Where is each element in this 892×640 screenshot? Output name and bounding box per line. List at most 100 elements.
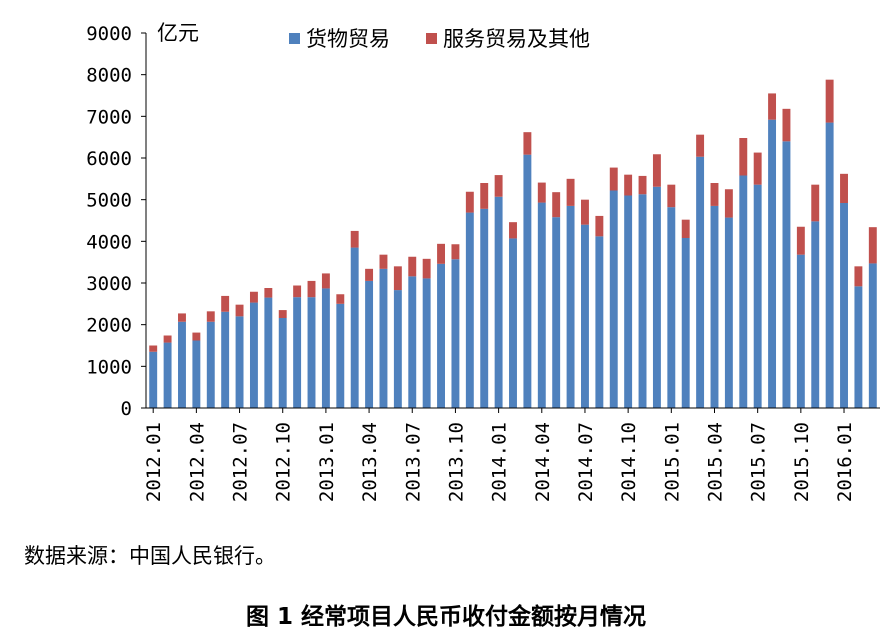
y-tick-label-0: 0 [121, 398, 132, 420]
bar-goods-2012.09 [264, 297, 273, 408]
bar-goods-2012.10 [278, 318, 287, 408]
bar-services-2014.04 [537, 182, 546, 203]
bar-services-2012.06 [221, 295, 230, 312]
bar-goods-2015.08 [768, 119, 777, 409]
bar-services-2014.05 [552, 192, 561, 218]
bar-goods-2014.11 [638, 194, 647, 408]
bar-goods-2014.07 [581, 224, 589, 408]
bar-goods-2014.01 [494, 196, 503, 408]
y-tick-label-1000: 1000 [86, 356, 132, 378]
bar-goods-2013.01 [321, 288, 330, 408]
bar-services-2013.02 [336, 294, 345, 304]
chart: 0 1000 2000 3000 4000 5000 6000 7000 8000 9000 亿元 2… [86, 21, 880, 502]
bar-goods-2012.07 [235, 316, 244, 408]
bar-services-2015.03 [696, 134, 705, 157]
bar-services-2012.08 [249, 291, 258, 303]
bar-services-2014.10 [624, 174, 633, 196]
y-axis-unit: 亿元 [157, 21, 199, 45]
x-tick-label-2012.07: 2012.07 [230, 422, 252, 502]
bar-services-2015.08 [768, 93, 777, 120]
x-tick-label-2014.10: 2014.10 [618, 422, 640, 502]
bar-services-2013.06 [393, 266, 402, 291]
x-tick-label-2014.01: 2014.01 [489, 422, 511, 502]
bar-services-2013.08 [422, 258, 431, 279]
x-tick-label-2013.10: 2013.10 [445, 422, 467, 502]
y-tick-label-6000: 6000 [86, 148, 132, 170]
bar-services-2013.11 [465, 191, 474, 213]
bar-services-2014.12 [652, 154, 661, 187]
bar-goods-2014.10 [624, 195, 633, 408]
bar-goods-2012.02 [163, 342, 172, 408]
bar-goods-2012.08 [249, 302, 258, 408]
bar-goods-2015.05 [724, 217, 733, 408]
bar-goods-2015.11 [811, 221, 820, 408]
x-tick-label-2012.04: 2012.04 [186, 422, 208, 502]
legend: 货物贸易 服务贸易及其他 [289, 27, 590, 51]
bar-services-2012.12 [307, 280, 316, 298]
bar-goods-2013.06 [393, 290, 402, 408]
bar-services-2013.10 [451, 244, 460, 260]
bar-goods-2013.07 [408, 276, 417, 408]
bar-services-2012.02 [163, 335, 172, 343]
bar-services-2012.11 [293, 285, 302, 298]
y-tick-label-4000: 4000 [86, 231, 132, 253]
x-tick-label-2015.10: 2015.10 [791, 422, 813, 502]
bar-goods-2015.03 [696, 156, 705, 408]
x-tick-label-2013.07: 2013.07 [402, 422, 424, 502]
source-note: 数据来源：中国人民银行。 [24, 544, 276, 568]
bar-services-2012.07 [235, 304, 244, 317]
bar-services-2015.12 [825, 79, 834, 123]
bar-goods-2015.02 [681, 238, 690, 408]
axes-layer: 0 1000 2000 3000 4000 5000 6000 7000 8000 9000 亿元 2… [86, 21, 880, 502]
bar-goods-2013.05 [379, 268, 388, 408]
bar-goods-2013.12 [480, 208, 489, 408]
y-tick-label-3000: 3000 [86, 273, 132, 295]
bar-goods-2013.11 [465, 212, 474, 408]
bar-goods-2014.03 [523, 154, 532, 408]
bar-services-2013.03 [350, 230, 359, 248]
bar-services-2012.01 [149, 345, 158, 352]
bar-services-2012.03 [178, 313, 186, 322]
bar-goods-2014.05 [552, 217, 561, 408]
bar-goods-2012.05 [206, 321, 215, 408]
x-tick-label-2012.10: 2012.10 [273, 422, 295, 502]
x-tick-label-2015.04: 2015.04 [704, 422, 726, 502]
bar-services-2015.06 [739, 138, 748, 176]
bar-services-2014.01 [494, 175, 503, 197]
bar-goods-2016.01 [840, 203, 848, 408]
legend-item-goods-swatch [289, 33, 300, 44]
bar-services-2012.04 [192, 332, 201, 341]
bar-goods-2015.12 [825, 122, 834, 408]
bar-services-2014.07 [581, 199, 589, 225]
bar-services-2015.09 [782, 108, 791, 142]
x-tick-label-2014.04: 2014.04 [532, 422, 554, 502]
bar-services-2014.06 [566, 178, 575, 206]
bar-goods-2014.06 [566, 205, 575, 408]
bar-goods-2012.12 [307, 297, 316, 408]
x-tick-label-2013.01: 2013.01 [316, 422, 338, 502]
legend-item-goods-label: 货物贸易 [306, 27, 390, 51]
bar-goods-2016.03 [868, 263, 877, 408]
bar-services-2014.11 [638, 175, 647, 195]
y-tick-label-2000: 2000 [86, 315, 132, 337]
x-tick-label-2015.01: 2015.01 [661, 422, 683, 502]
bar-services-2015.04 [710, 183, 719, 206]
bar-services-2013.12 [480, 183, 489, 209]
bar-goods-2012.04 [192, 340, 201, 408]
bar-services-2015.01 [667, 184, 676, 208]
bar-goods-2013.02 [336, 303, 345, 408]
bar-services-2014.08 [595, 215, 604, 237]
bar-goods-2016.02 [854, 286, 863, 408]
bar-services-2013.01 [321, 273, 330, 289]
x-tick-label-2014.07: 2014.07 [575, 422, 597, 502]
y-tick-label-9000: 9000 [86, 23, 132, 45]
x-tick-label-2015.07: 2015.07 [748, 422, 770, 502]
bar-goods-2014.08 [595, 236, 604, 408]
bar-services-2014.09 [609, 167, 618, 191]
bar-goods-2013.10 [451, 259, 460, 408]
legend-item-services-label: 服务贸易及其他 [443, 27, 590, 51]
y-tick-label-7000: 7000 [86, 106, 132, 128]
bar-services-2012.10 [278, 310, 287, 318]
bar-services-2015.10 [796, 226, 805, 255]
bar-goods-2014.04 [537, 202, 546, 408]
